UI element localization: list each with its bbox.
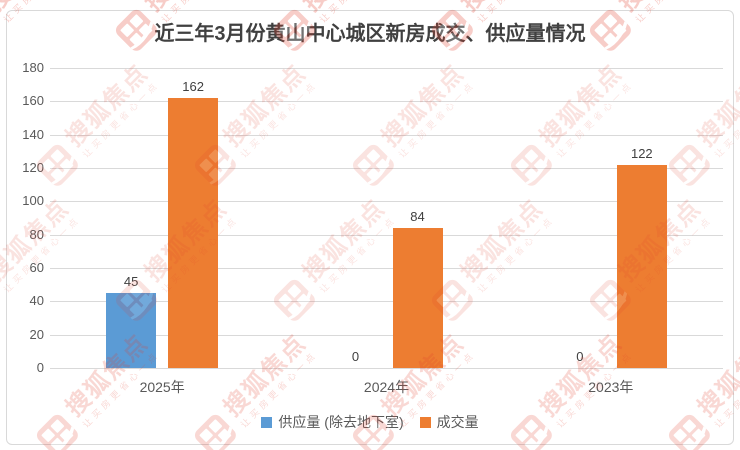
y-axis-tick-label: 180 [22,60,44,75]
bar-deals-2024年 [392,228,443,368]
chart-title: 近三年3月份黄山中心城区新房成交、供应量情况 [154,23,586,45]
bar-value-label: 0 [576,349,584,364]
gridline [50,234,723,236]
gridline [50,101,723,103]
legend-label-deals: 成交量 [436,414,479,430]
y-axis-tick-label: 0 [36,360,44,375]
legend-label-supply: 供应量 (除去地下室) [278,414,404,430]
y-axis-tick-label: 20 [29,326,44,342]
bar-deals-2023年 [616,164,667,368]
y-axis-tick-label: 80 [29,226,44,242]
chart-frame [6,10,734,445]
bar-deals-2025年 [168,98,219,368]
y-axis-tick-label: 40 [29,293,44,309]
x-axis-category-label: 2023年 [588,379,634,395]
x-axis-category-label: 2024年 [363,379,410,395]
gridline [50,134,723,136]
y-axis-tick-label: 160 [22,93,44,109]
bar-value-label: 84 [410,209,425,224]
bar-value-label: 0 [351,349,360,364]
gridline [50,268,723,269]
bar-value-label: 122 [630,145,653,161]
y-axis-tick-label: 60 [29,260,44,275]
legend-swatch-deals-icon [419,416,431,428]
sohu-focus-logo-icon [0,276,2,324]
chart-legend: 供应量 (除去地下室) 成交量 [0,412,740,432]
gridline [50,168,723,169]
y-axis-tick-label: 100 [22,193,44,209]
bar-supply-2025年 [106,293,157,368]
y-axis-tick-label: 140 [22,126,44,142]
gridline [50,368,723,369]
legend-swatch-supply-icon [261,416,273,428]
legend-item-supply: 供应量 (除去地下室) [261,412,404,432]
gridline [50,301,723,303]
legend-item-deals: 成交量 [419,412,479,432]
bar-value-label: 162 [182,79,204,94]
y-axis-tick-label: 120 [22,160,44,175]
bar-value-label: 45 [123,274,139,289]
gridline [50,201,723,203]
plot-area: 45 162 0 84 0 122 [50,68,723,369]
x-axis-category-label: 2025年 [139,379,185,395]
gridline [50,334,723,336]
gridline [50,68,723,69]
